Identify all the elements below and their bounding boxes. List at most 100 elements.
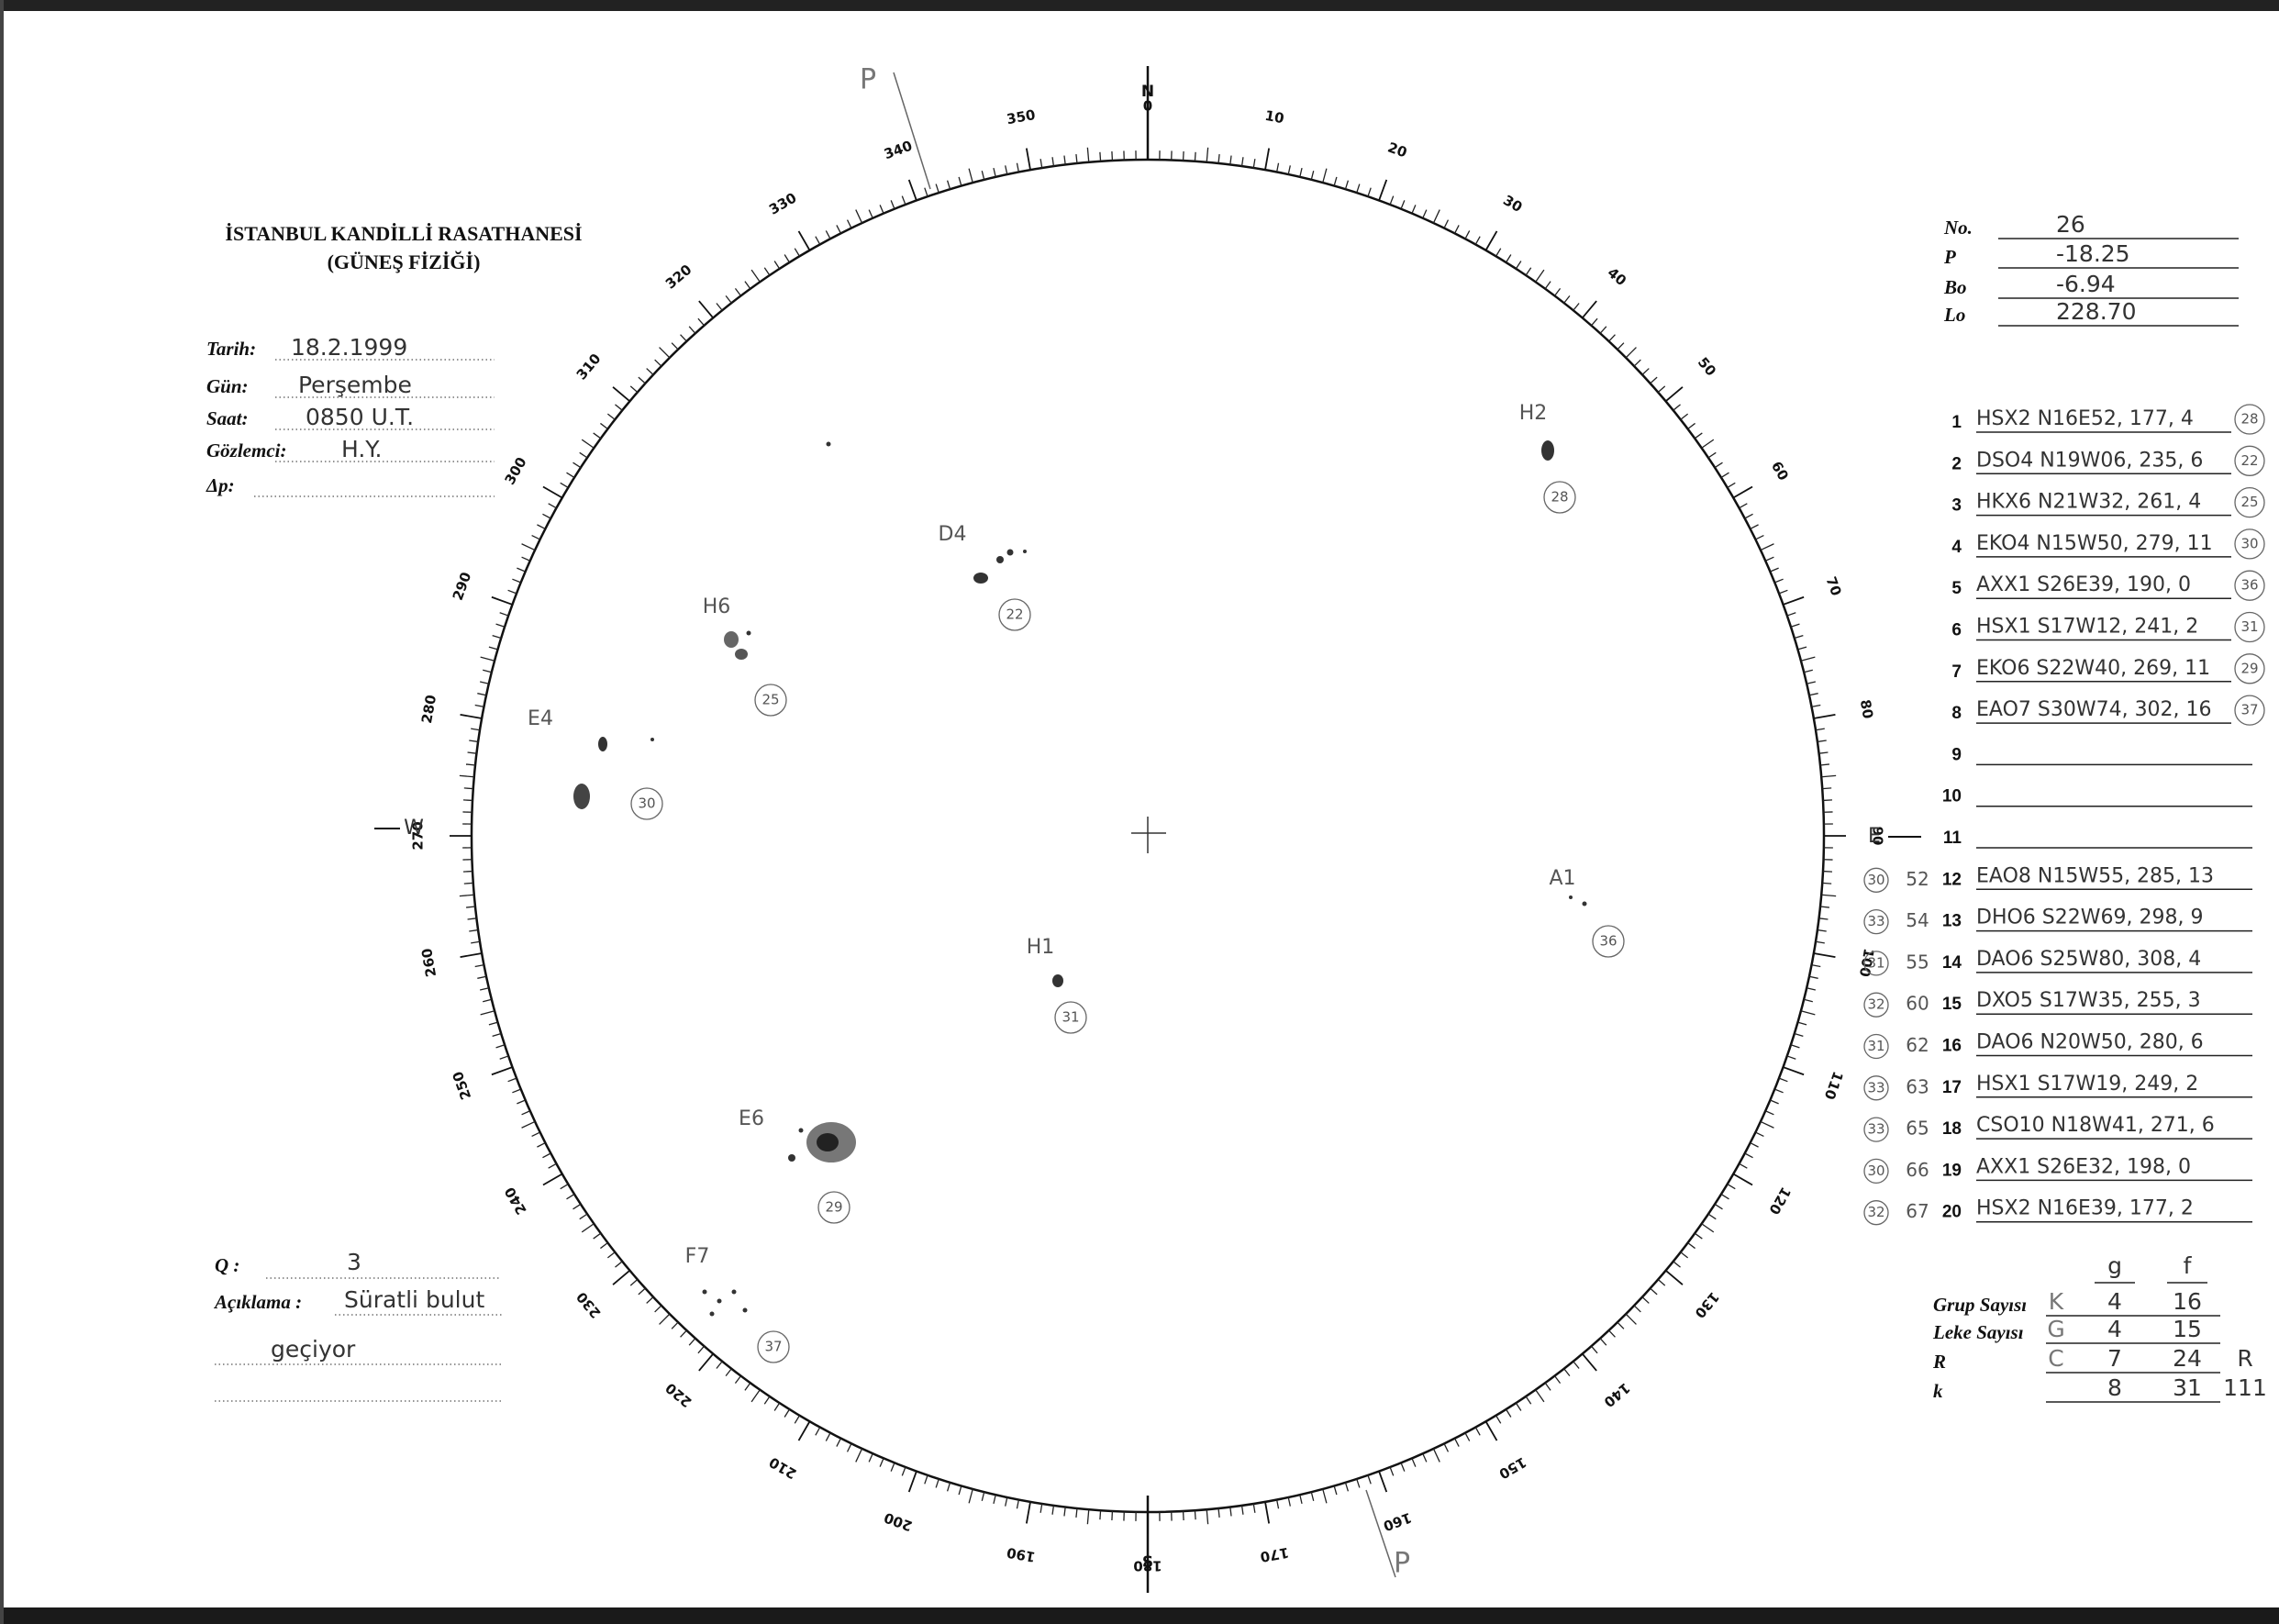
minor-tick — [1786, 1055, 1796, 1060]
spot — [817, 1133, 839, 1151]
spot — [573, 784, 590, 809]
minor-tick — [1344, 1482, 1350, 1492]
minor-tick — [1206, 147, 1209, 162]
minor-tick — [495, 623, 506, 628]
minor-tick — [725, 295, 732, 304]
row-entry: EAO7 S30W74, 302, 16 — [1976, 698, 2212, 721]
field-label: Gün: — [206, 375, 249, 397]
count-label: Grup Sayısı — [1933, 1294, 2027, 1316]
minor-tick — [1016, 1499, 1020, 1509]
parameter-label: P — [1943, 246, 1956, 268]
group-number-ring — [817, 1191, 850, 1224]
minor-tick — [517, 567, 526, 573]
row-ref: 33 — [1867, 1079, 1884, 1096]
minor-tick — [1356, 184, 1361, 194]
group-number-ring — [1054, 1001, 1087, 1034]
minor-tick — [517, 1099, 526, 1105]
parameter-value: -18.25 — [2056, 240, 2130, 267]
parameter-value: 26 — [2056, 211, 2085, 238]
minor-tick — [1206, 1509, 1209, 1525]
minor-tick — [479, 987, 490, 991]
minor-tick — [1217, 1507, 1220, 1518]
minor-tick — [890, 1463, 895, 1472]
minor-tick — [1229, 155, 1232, 165]
dial-label: 100 — [1856, 947, 1877, 978]
minor-tick — [744, 281, 751, 290]
row-circled: 37 — [2240, 702, 2258, 718]
row-circled-ring — [2234, 445, 2265, 476]
minor-tick — [1822, 882, 1832, 884]
major-tick — [1732, 485, 1753, 499]
major-tick — [612, 1270, 631, 1285]
minor-tick — [521, 543, 536, 551]
minor-tick — [1778, 1077, 1788, 1083]
group-label: H6 — [703, 595, 731, 618]
minor-tick — [646, 1296, 654, 1304]
minor-tick — [1650, 1287, 1658, 1296]
spot — [1569, 895, 1573, 899]
minor-tick — [958, 176, 962, 186]
minor-tick — [1367, 1474, 1372, 1485]
minor-tick — [1573, 303, 1580, 311]
major-tick — [1783, 1066, 1805, 1076]
minor-tick — [1694, 432, 1703, 439]
row-ref-ring — [1863, 1075, 1889, 1101]
minor-tick — [521, 556, 530, 562]
minor-tick — [1322, 168, 1328, 184]
row-prefix: 60 — [1906, 993, 1929, 1015]
row-prefix: 52 — [1906, 868, 1929, 890]
row-entry: AXX1 S26E32, 198, 0 — [1976, 1155, 2191, 1178]
minor-tick — [1714, 1203, 1723, 1210]
parameter-value: -6.94 — [2056, 271, 2116, 297]
minor-tick — [542, 1152, 551, 1159]
spot — [746, 630, 751, 636]
minor-tick — [1750, 524, 1759, 529]
minor-tick — [1687, 422, 1695, 429]
minor-tick — [993, 167, 996, 178]
minor-tick — [1650, 376, 1658, 384]
minor-tick — [659, 347, 671, 359]
minor-tick — [1755, 534, 1764, 540]
row-circled: 31 — [2240, 618, 2258, 635]
minor-tick — [680, 334, 687, 342]
group-label: E4 — [528, 707, 553, 730]
minor-tick — [492, 634, 502, 640]
minor-tick — [512, 1088, 521, 1094]
minor-tick — [901, 195, 906, 206]
spot — [1582, 901, 1587, 907]
minor-tick — [794, 1415, 800, 1424]
minor-tick — [1707, 1213, 1717, 1220]
group-number: 22 — [1006, 606, 1023, 623]
field-label: Δp: — [206, 474, 235, 496]
west-label: W — [404, 817, 424, 840]
minor-tick — [1790, 623, 1800, 628]
row-ref-ring — [1863, 1158, 1889, 1185]
minor-tick — [773, 1402, 781, 1411]
minor-tick — [815, 1427, 821, 1436]
minor-tick — [1400, 1463, 1406, 1472]
minor-tick — [1464, 230, 1471, 239]
scan-edge-left — [0, 0, 4, 1624]
minor-tick — [1454, 225, 1460, 234]
minor-tick — [521, 1120, 536, 1129]
minor-tick — [1641, 368, 1650, 375]
major-tick — [1582, 1352, 1597, 1372]
minor-tick — [1275, 1499, 1280, 1509]
minor-tick — [548, 503, 557, 509]
pole-axis — [1365, 1489, 1396, 1578]
minor-tick — [1786, 612, 1796, 617]
minor-tick — [659, 1313, 671, 1325]
minor-tick — [1797, 646, 1807, 651]
spot — [650, 738, 654, 741]
minor-tick — [688, 326, 696, 334]
row-prefix: 62 — [1906, 1034, 1929, 1056]
major-tick — [907, 179, 917, 201]
minor-tick — [1633, 359, 1641, 367]
minor-tick — [1515, 261, 1522, 270]
minor-tick — [1554, 288, 1562, 296]
minor-tick — [734, 1375, 741, 1384]
minor-tick — [1774, 578, 1784, 584]
minor-tick — [846, 1443, 852, 1452]
minor-tick — [968, 1488, 973, 1504]
row-ref-ring — [1863, 867, 1889, 893]
